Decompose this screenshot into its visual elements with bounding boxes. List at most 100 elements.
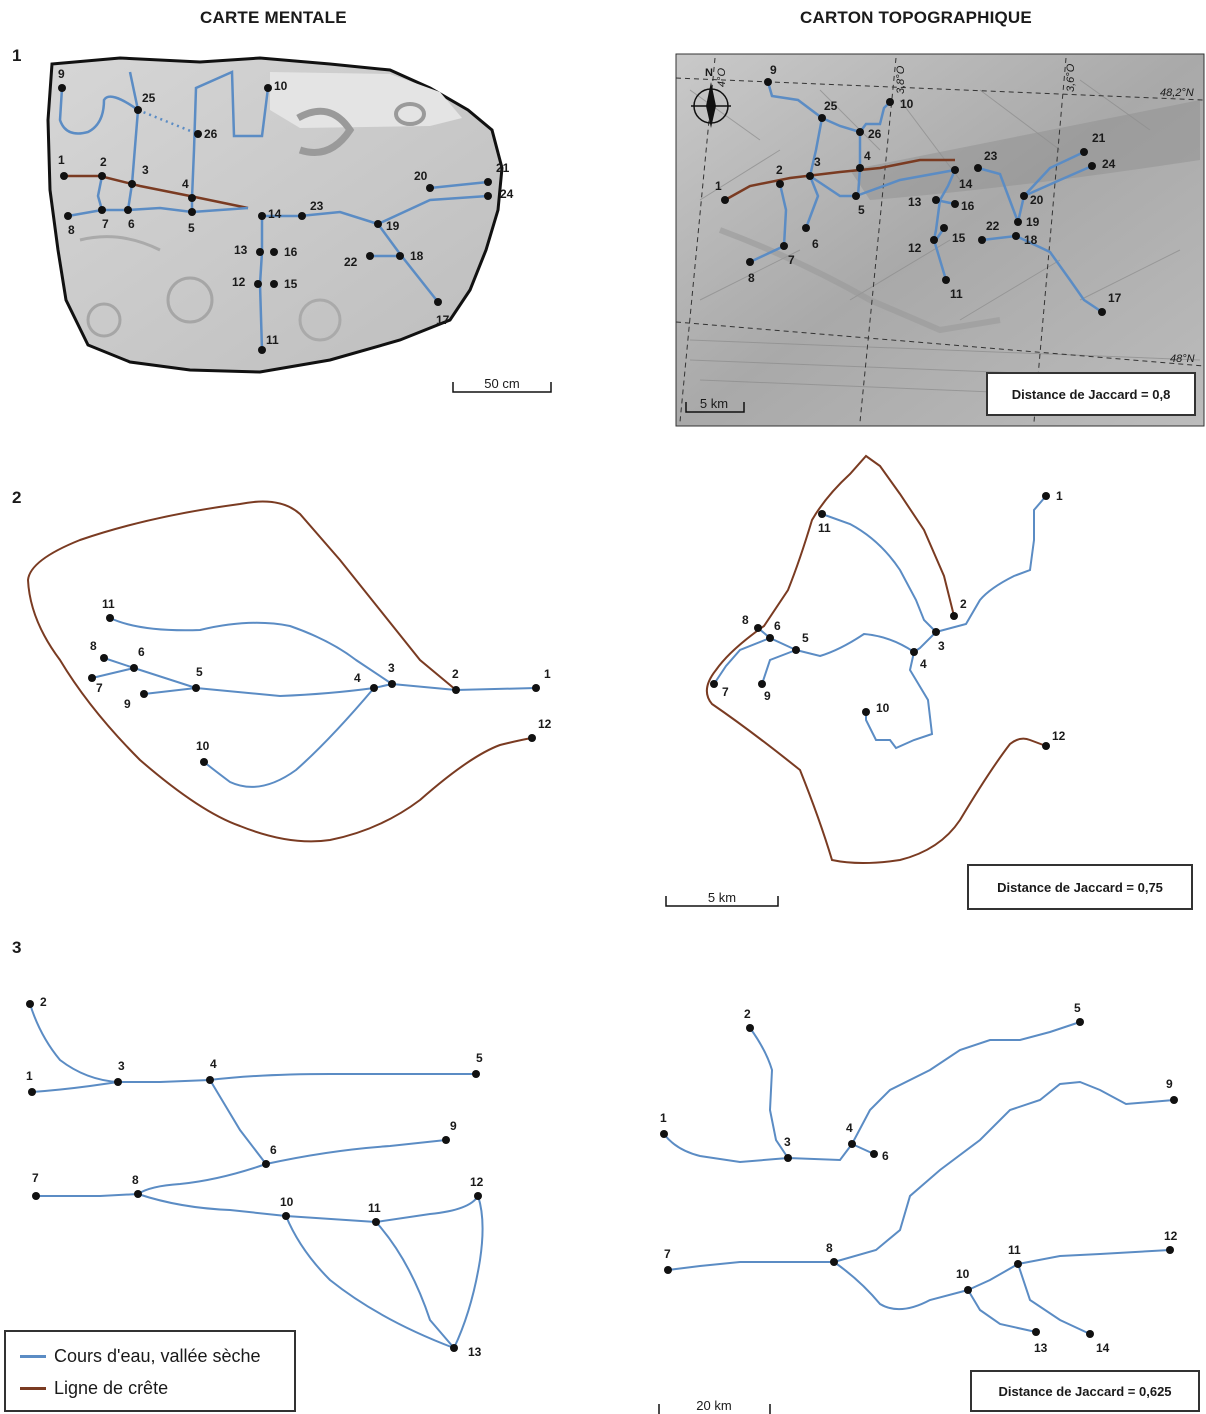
node-24-marker [484,192,492,200]
node-25-label: 25 [824,99,838,113]
stream-segment [795,632,915,658]
jaccard-box-panel3: Distance de Jaccard = 0,625 [970,1370,1200,1412]
node-2-label: 2 [960,597,967,611]
stream-segment [851,1021,1081,1145]
node-10-label: 10 [274,79,288,93]
node-21-marker [1080,148,1088,156]
stream-segment [967,1263,1019,1291]
node-5-marker [852,192,860,200]
node-11-marker [106,614,114,622]
node-10-marker [200,758,208,766]
node-5-label: 5 [802,631,809,645]
node-10-marker [862,708,870,716]
stream-segment [128,71,140,111]
stream-segment [67,206,249,218]
stream-segment [787,1143,853,1162]
stream-segment [429,180,489,190]
node-18-label: 18 [1024,233,1038,247]
node-10-label: 10 [280,1195,294,1209]
node-3-marker [932,628,940,636]
node-20-marker [1020,192,1028,200]
node-3-marker [388,680,396,688]
stream-segment [209,1072,476,1081]
node-11-marker [372,1218,380,1226]
node-5-marker [792,646,800,654]
node-2-label: 2 [776,163,783,177]
right-column-title: CARTON TOPOGRAPHIQUE [800,8,1032,27]
node-7-marker [780,242,788,250]
node-9-marker [140,690,148,698]
node-2-marker [98,172,106,180]
svg-text:5 km: 5 km [708,890,736,905]
node-1-marker [28,1088,36,1096]
node-10-label: 10 [196,739,210,753]
node-6-label: 6 [812,237,819,251]
node-26-marker [194,130,202,138]
node-6-marker [262,1160,270,1168]
node-14-label: 14 [959,177,973,191]
relief-map: 4°O 3,8°O 3,6°O 48,2°N 48°N N [675,53,1205,427]
stream-segment [1017,1263,1091,1335]
stream-segment [1017,1249,1171,1265]
node-4-label: 4 [354,671,361,685]
node-1-label: 1 [544,667,551,681]
stream-segment [209,1079,267,1165]
scale-bar-5km-panel2: 5 km [665,890,779,907]
engraved-figure [296,107,355,156]
node-10-marker [282,1212,290,1220]
node-21-marker [484,178,492,186]
stream-segment [977,166,1020,223]
node-1-marker [60,172,68,180]
node-4-marker [206,1076,214,1084]
node-8-label: 8 [68,223,75,237]
node-23-marker [298,212,306,220]
legend-item-stream: Cours d'eau, vallée sèche [20,1346,261,1367]
stream-segment [96,175,104,211]
scale-label: 50 cm [484,376,519,391]
node-6-label: 6 [138,645,145,659]
stream-segment [859,101,891,133]
stream-segment [285,1215,455,1349]
node-5-label: 5 [858,203,865,217]
node-10-marker [964,1286,972,1294]
node-12-label: 12 [1164,1229,1178,1243]
node-9-marker [58,84,66,92]
stream-segment [137,1193,287,1217]
stream-segment [761,649,797,685]
node-6-label: 6 [774,619,781,633]
svg-text:20 km: 20 km [696,1398,731,1413]
stream-segment [258,216,264,351]
node-13-marker [932,196,940,204]
node-7-marker [98,206,106,214]
stream-segment [375,1195,479,1223]
node-3-label: 3 [784,1135,791,1149]
node-1-marker [532,684,540,692]
node-20-label: 20 [1030,193,1044,207]
stream-segment [103,657,197,689]
stream-segment [91,667,135,679]
scale-bar-5km-panel1: 5 km [685,396,745,413]
node-4-marker [848,1140,856,1148]
node-4-label: 4 [864,149,871,163]
node-2-label: 2 [452,667,459,681]
node-8-marker [830,1258,838,1266]
node-5-label: 5 [196,665,203,679]
node-7-label: 7 [722,685,729,699]
node-4-label: 4 [846,1121,853,1135]
node-13-label: 13 [234,243,248,257]
node-6-marker [130,664,138,672]
node-7-label: 7 [664,1247,671,1261]
stream-segment [809,174,856,198]
section-number-1: 1 [12,46,22,65]
node-14-marker [951,166,959,174]
stream-segment [285,1215,377,1223]
node-4-label: 4 [920,657,927,671]
stream-segment [29,1003,119,1083]
stream-segment [851,1143,875,1155]
node-3-label: 3 [142,163,149,177]
stream-segment [1016,150,1085,223]
node-8-marker [134,1190,142,1198]
node-19-label: 19 [386,219,400,233]
node-8-marker [754,624,762,632]
